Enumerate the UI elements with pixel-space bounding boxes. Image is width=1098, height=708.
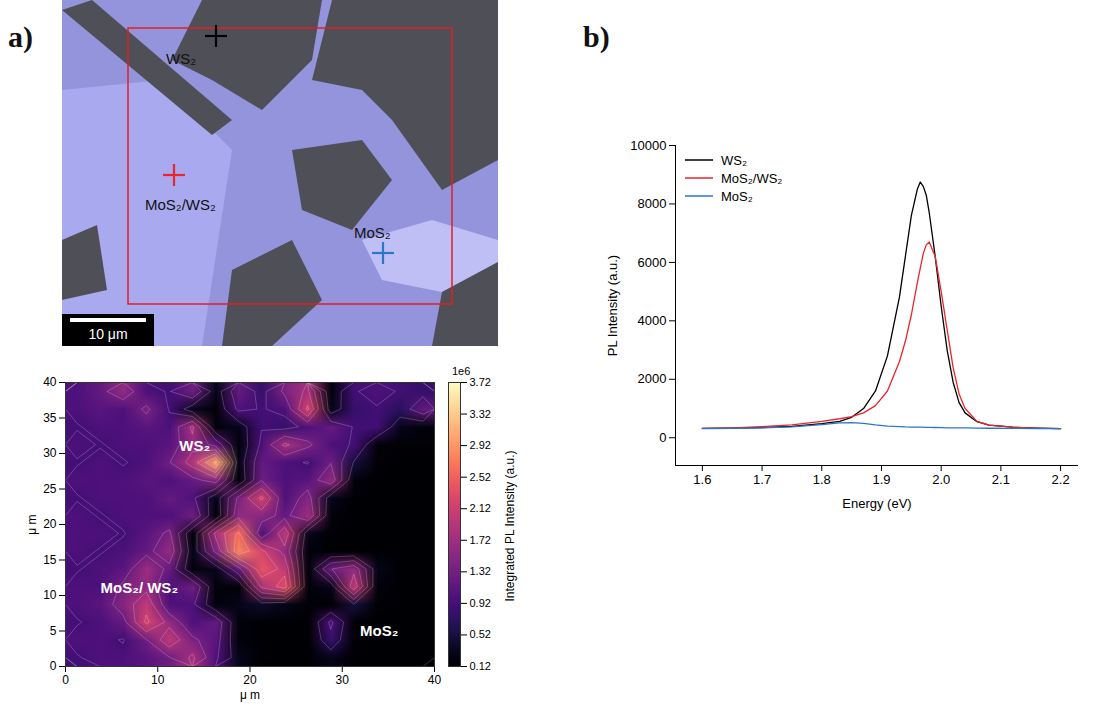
svg-text:6000: 6000: [638, 255, 667, 270]
svg-text:μ m: μ m: [240, 688, 260, 702]
svg-text:2.12: 2.12: [470, 502, 491, 514]
svg-text:10: 10: [43, 588, 57, 602]
svg-text:2.52: 2.52: [470, 471, 491, 483]
svg-text:1.9: 1.9: [872, 472, 890, 487]
svg-text:10 μm: 10 μm: [88, 326, 127, 342]
svg-text:0: 0: [659, 430, 666, 445]
svg-text:2.92: 2.92: [470, 439, 491, 451]
svg-text:30: 30: [43, 446, 57, 460]
svg-text:μ m: μ m: [25, 514, 39, 534]
html-text:a): a): [8, 20, 33, 53]
html-text:Integrated PL Intensity (a.u.): Integrated PL Intensity (a.u.): [503, 450, 517, 602]
svg-text:0: 0: [62, 673, 69, 687]
svg-text:20: 20: [243, 673, 257, 687]
svg-text:1.8: 1.8: [813, 472, 831, 487]
svg-text:3.72: 3.72: [470, 376, 491, 388]
svg-text:10: 10: [151, 673, 165, 687]
svg-text:1.72: 1.72: [470, 534, 491, 546]
svg-text:0.92: 0.92: [470, 597, 491, 609]
svg-text:1.32: 1.32: [470, 565, 491, 577]
svg-text:25: 25: [43, 482, 57, 496]
svg-text:3.32: 3.32: [470, 408, 491, 420]
svg-text:0: 0: [50, 659, 57, 673]
svg-text:MoS₂: MoS₂: [354, 224, 391, 241]
html-text:MoS₂/WS₂: MoS₂/WS₂: [721, 170, 783, 186]
svg-text:0.52: 0.52: [470, 628, 491, 640]
svg-text:MoS₂/WS₂: MoS₂/WS₂: [145, 196, 216, 213]
svg-text:PL Intensity (a.u.): PL Intensity (a.u.): [605, 255, 620, 356]
svg-text:1.6: 1.6: [693, 472, 711, 487]
svg-text:Energy (eV): Energy (eV): [842, 496, 911, 511]
svg-text:2.2: 2.2: [1052, 472, 1070, 487]
html-text:MoS₂: MoS₂: [721, 188, 753, 204]
html-text:WS₂: WS₂: [721, 152, 747, 168]
svg-text:35: 35: [43, 411, 57, 425]
svg-text:30: 30: [336, 673, 350, 687]
svg-text:MoS₂: MoS₂: [360, 622, 398, 639]
svg-text:2.0: 2.0: [932, 472, 950, 487]
svg-text:1.7: 1.7: [753, 472, 771, 487]
svg-text:WS₂: WS₂: [179, 437, 210, 454]
svg-text:8000: 8000: [638, 196, 667, 211]
svg-text:40: 40: [428, 673, 442, 687]
svg-text:0.12: 0.12: [470, 660, 491, 672]
svg-text:2.1: 2.1: [992, 472, 1010, 487]
svg-text:40: 40: [43, 375, 57, 389]
svg-text:5: 5: [50, 624, 57, 638]
svg-text:WS₂: WS₂: [166, 50, 196, 67]
svg-text:2000: 2000: [638, 371, 667, 386]
svg-text:4000: 4000: [638, 313, 667, 328]
svg-text:15: 15: [43, 553, 57, 567]
html-text:1e6: 1e6: [452, 365, 471, 377]
svg-text:20: 20: [43, 517, 57, 531]
html-text:b): b): [583, 20, 610, 53]
svg-text:MoS₂/ WS₂: MoS₂/ WS₂: [101, 579, 179, 596]
svg-text:10000: 10000: [630, 138, 666, 153]
